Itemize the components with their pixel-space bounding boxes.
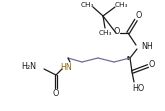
Text: H₂N: H₂N — [21, 61, 36, 70]
Text: O: O — [53, 88, 59, 97]
Text: O: O — [149, 59, 155, 68]
Text: HO: HO — [132, 83, 144, 92]
Text: HN: HN — [60, 62, 72, 71]
Text: O: O — [114, 27, 120, 36]
Text: CH₃: CH₃ — [80, 2, 94, 8]
Text: NH: NH — [141, 42, 153, 51]
Text: O: O — [136, 12, 142, 21]
Text: CH₃: CH₃ — [114, 2, 128, 8]
Text: CH₃: CH₃ — [98, 30, 112, 36]
Polygon shape — [128, 56, 130, 59]
